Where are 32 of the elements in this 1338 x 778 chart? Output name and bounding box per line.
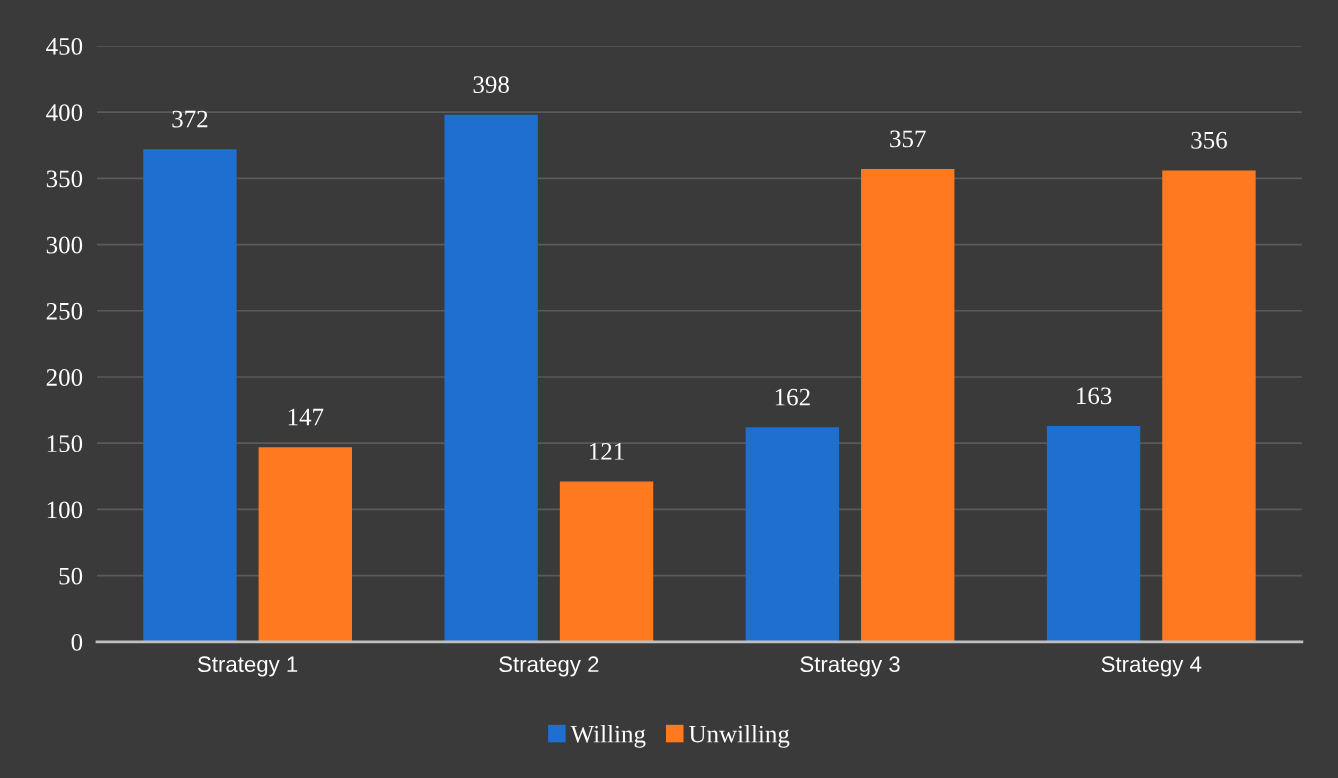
x-tick-label: Strategy 2 (499, 656, 599, 677)
bar (559, 481, 654, 642)
x-tick-label: Strategy 3 (800, 656, 900, 677)
bar (745, 427, 840, 642)
bar (143, 149, 237, 642)
y-tick-label: 250 (46, 302, 83, 320)
data-label: 121 (589, 443, 624, 460)
y-tick-label: 350 (46, 170, 83, 188)
data-label: 163 (1077, 387, 1112, 405)
data-label: 162 (775, 388, 810, 406)
y-tick-label: 300 (46, 236, 83, 254)
legend-label: Willing (570, 724, 646, 748)
data-label: 357 (890, 130, 926, 148)
x-tick-label: Strategy 4 (1101, 656, 1202, 677)
bar (258, 447, 352, 642)
y-tick-label: 400 (46, 104, 83, 122)
data-label: 398 (473, 76, 509, 94)
bar (861, 169, 955, 642)
y-tick-label: 0 (71, 633, 83, 651)
data-label: 147 (288, 408, 324, 426)
y-tick-label: 50 (59, 567, 83, 585)
bar (1162, 170, 1256, 642)
legend-label: Unwilling (689, 724, 790, 748)
bar (444, 114, 538, 642)
x-tick-label: Strategy 1 (197, 656, 298, 677)
y-tick-label: 150 (47, 435, 83, 453)
bar (1046, 425, 1141, 642)
y-tick-label: 100 (47, 501, 83, 519)
y-tick-label: 200 (46, 369, 83, 386)
y-tick-label: 450 (46, 37, 83, 55)
data-label: 356 (1191, 131, 1227, 149)
data-label: 372 (172, 110, 208, 128)
